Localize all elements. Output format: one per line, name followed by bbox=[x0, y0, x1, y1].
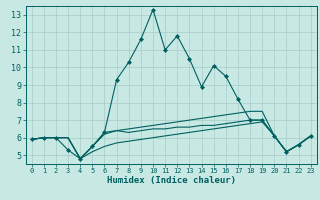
X-axis label: Humidex (Indice chaleur): Humidex (Indice chaleur) bbox=[107, 176, 236, 185]
